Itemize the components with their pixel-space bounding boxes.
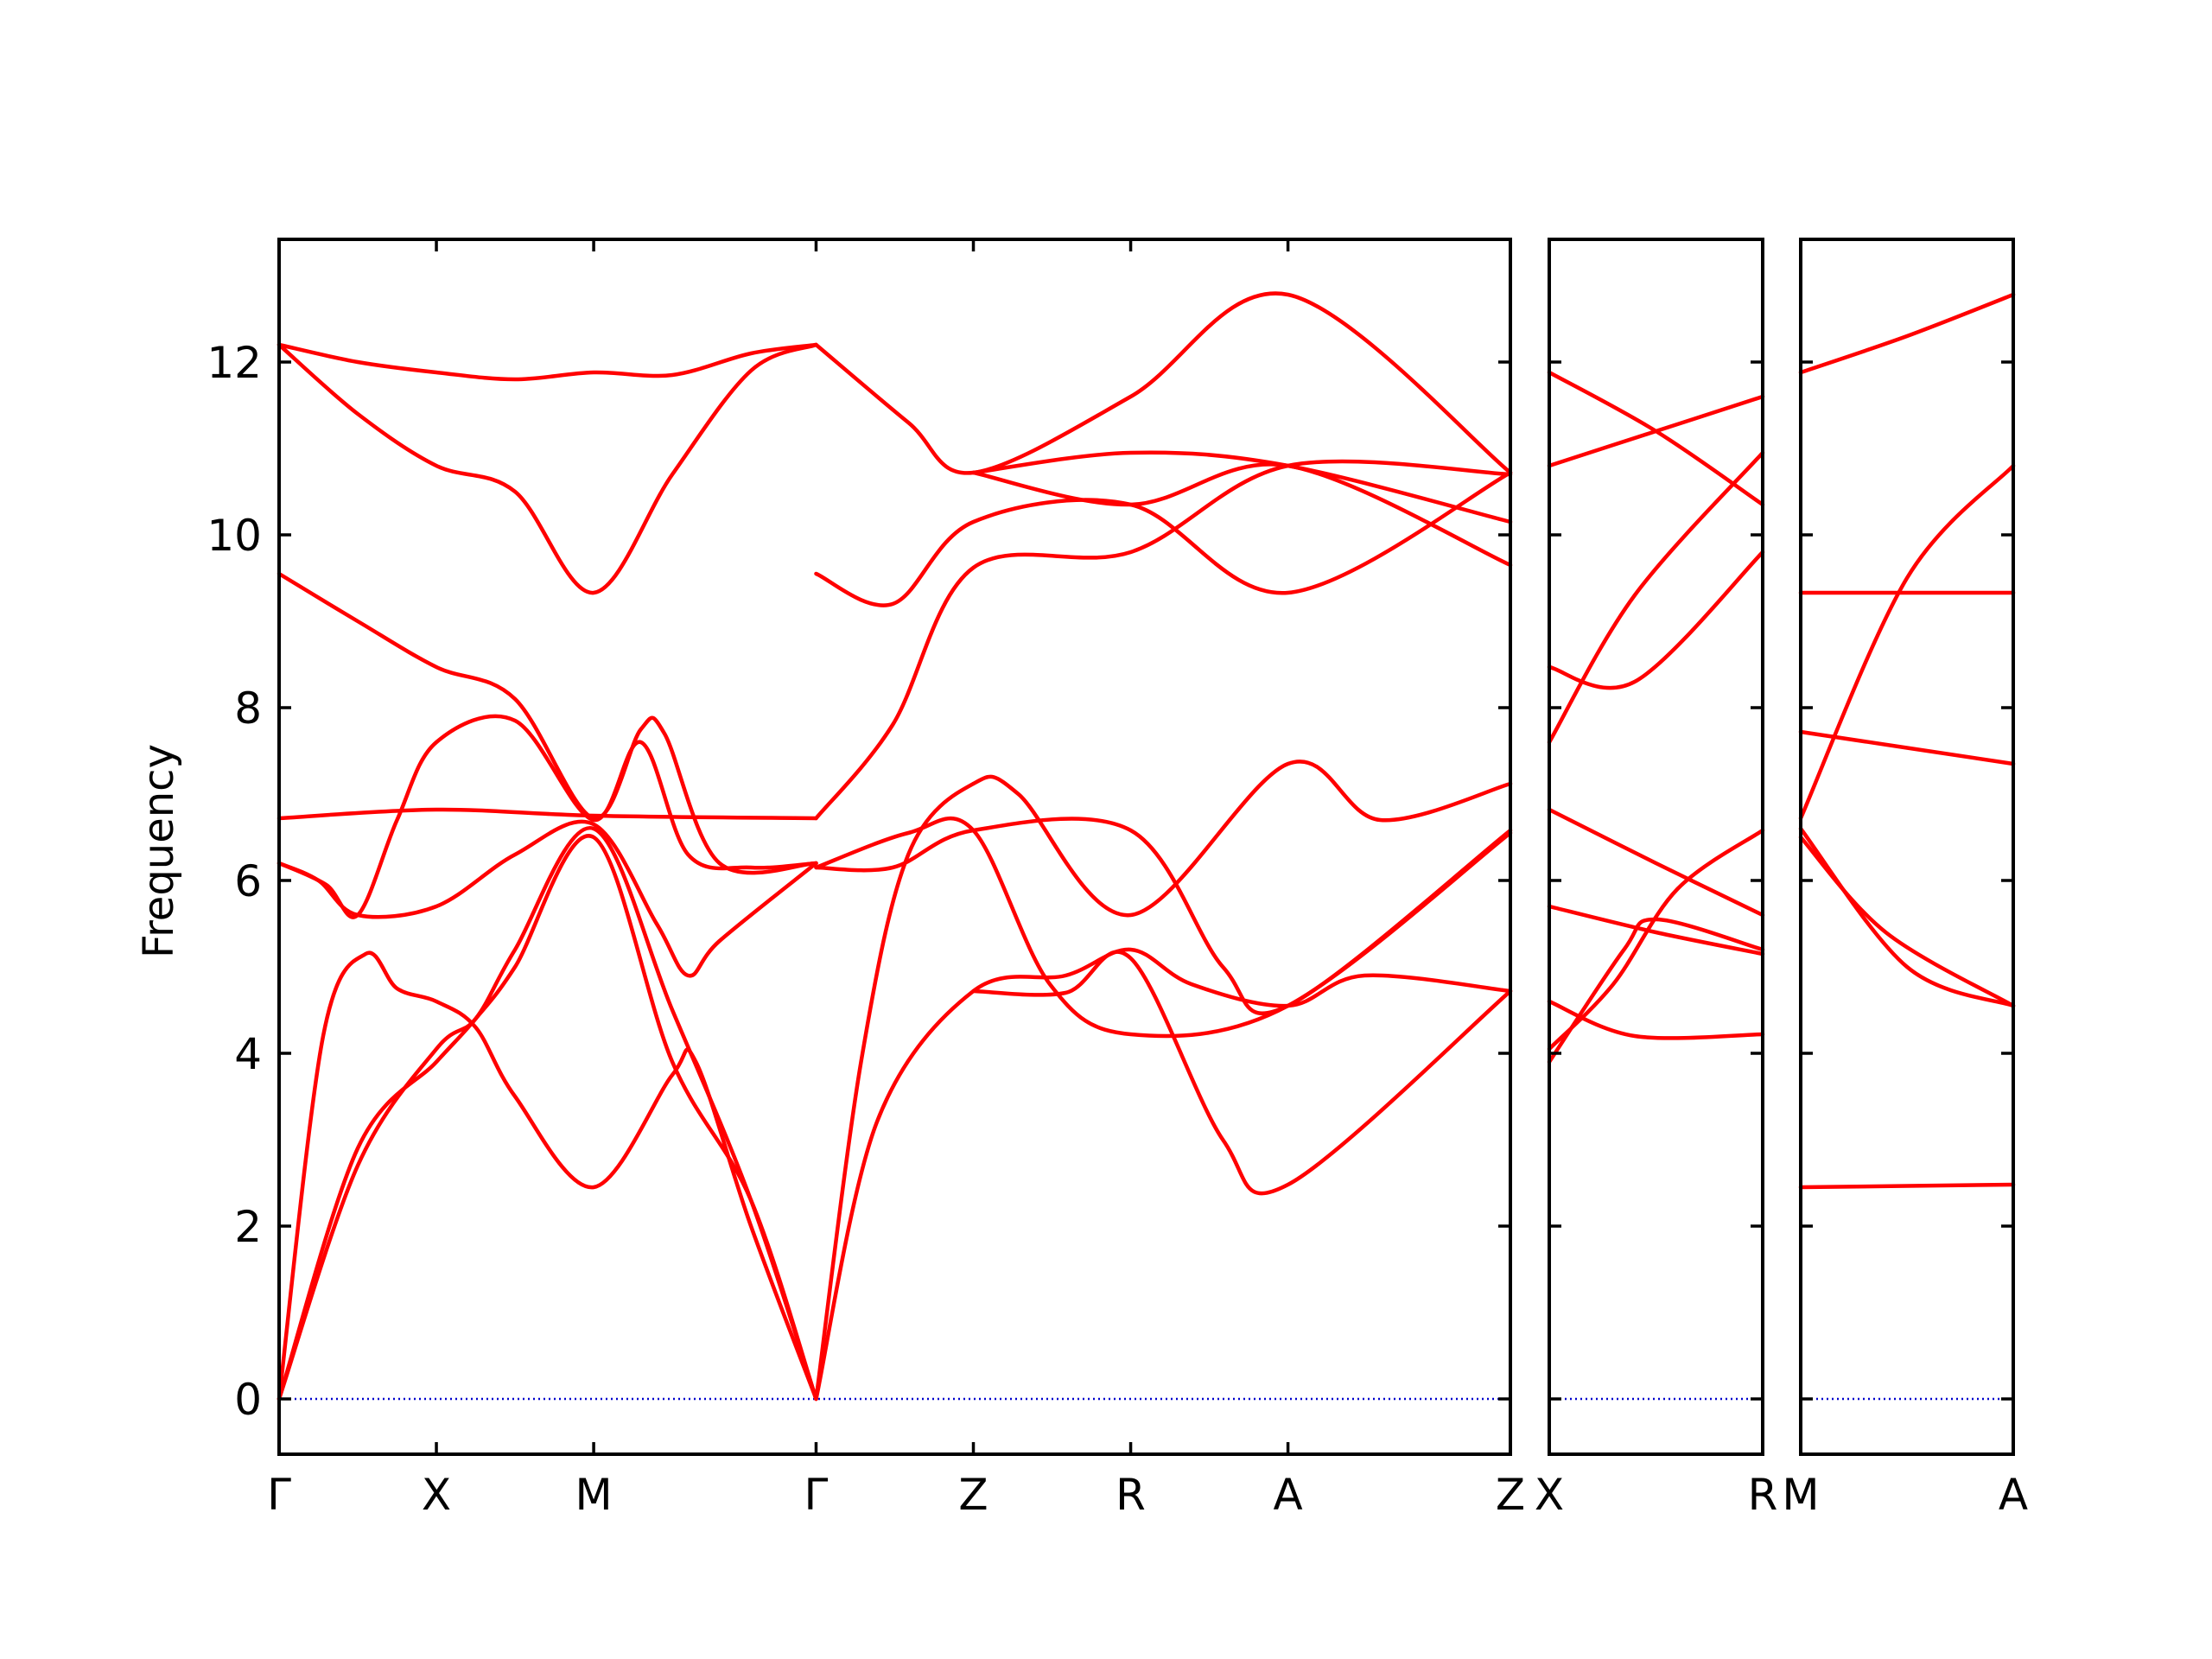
band-line — [1547, 450, 1765, 745]
band-line — [814, 291, 1513, 475]
x-tick-label: R — [1748, 1470, 1778, 1520]
band-line — [1798, 729, 2016, 766]
x-tick-label: M — [575, 1470, 613, 1520]
band-line — [1798, 835, 2016, 1008]
y-tick-label: 2 — [234, 1202, 262, 1252]
panel-frame — [1548, 238, 1764, 1456]
y-tick-label: 4 — [234, 1029, 262, 1079]
band-line — [276, 807, 818, 821]
band-line — [1547, 999, 1765, 1040]
band-line — [276, 834, 818, 1402]
band-line — [971, 450, 1513, 524]
band-line — [1547, 917, 1765, 1065]
x-tick-label: M — [1782, 1470, 1819, 1520]
x-tick-label: Z — [1496, 1470, 1525, 1520]
x-tick-label: Γ — [267, 1470, 291, 1520]
band-line — [1547, 807, 1765, 918]
band-line — [276, 342, 818, 382]
band-line — [276, 950, 818, 1402]
band-line — [1798, 1182, 2016, 1190]
band-line — [276, 826, 818, 1402]
x-tick-label: Γ — [804, 1470, 829, 1520]
band-line — [276, 819, 818, 978]
band-line — [814, 470, 1513, 607]
y-tick-label: 6 — [234, 856, 262, 906]
y-tick-label: 12 — [207, 338, 262, 388]
band-line — [814, 817, 1513, 1016]
panel-frame — [1799, 238, 2015, 1456]
band-line — [814, 459, 1513, 821]
band-line — [1798, 463, 2016, 821]
y-tick-label: 0 — [234, 1375, 262, 1425]
band-line — [1547, 904, 1765, 957]
band-line — [1798, 826, 2016, 1008]
x-tick-label: A — [1999, 1470, 2028, 1520]
x-tick-label: R — [1116, 1470, 1146, 1520]
band-line — [1798, 292, 2016, 375]
band-line — [276, 571, 818, 875]
y-axis-label: Frequency — [135, 744, 183, 958]
y-tick-label: 10 — [207, 511, 262, 561]
x-tick-label: Z — [958, 1470, 988, 1520]
x-tick-label: X — [422, 1470, 451, 1520]
band-line — [276, 714, 818, 919]
band-line — [1547, 370, 1765, 507]
band-line — [814, 816, 1513, 1039]
y-tick-label: 8 — [234, 683, 262, 734]
band-line — [1547, 550, 1765, 690]
band-line — [814, 760, 1513, 1402]
x-tick-label: X — [1535, 1470, 1564, 1520]
band-line — [971, 462, 1513, 568]
band-line — [276, 342, 818, 595]
band-line — [971, 950, 1513, 1196]
panel-frame — [277, 238, 1512, 1456]
x-tick-label: A — [1273, 1470, 1302, 1520]
